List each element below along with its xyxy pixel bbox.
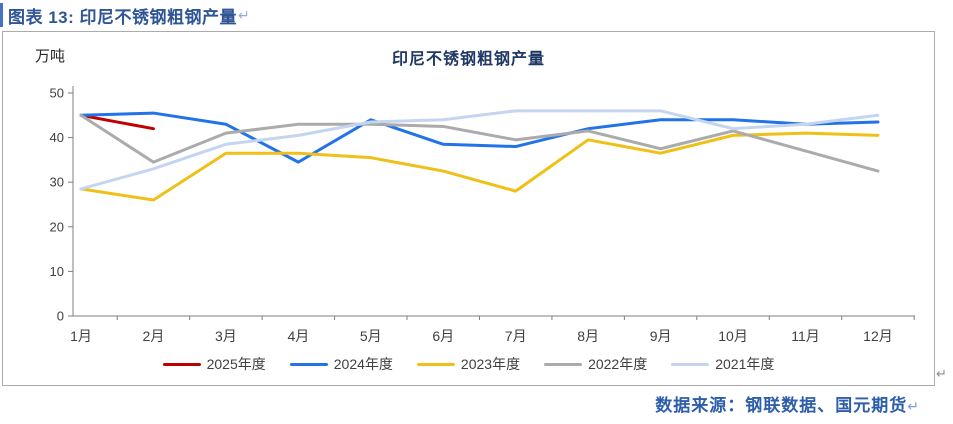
legend-swatch-icon xyxy=(289,362,328,366)
x-tick-label: 12月 xyxy=(863,328,893,344)
legend-label: 2023年度 xyxy=(460,356,521,372)
legend-item-0: 2025年度 xyxy=(162,354,266,374)
paragraph-return-icon: ↵ xyxy=(238,6,250,23)
series-line-3 xyxy=(79,113,880,173)
legend-item-4: 2021年度 xyxy=(671,354,774,374)
y-tick-label: 0 xyxy=(57,309,64,324)
chart-object-frame[interactable]: 万吨 印尼不锈钢粗钢产量 0 10 20 30 40 50 1月 2月 3月 4月 5月 6月 7月 8月… xyxy=(2,31,935,386)
y-tick-label: 50 xyxy=(50,86,64,101)
y-axis-unit-label: 万吨 xyxy=(35,48,66,65)
y-tick-label: 20 xyxy=(50,219,64,234)
x-tick-label: 10月 xyxy=(718,328,748,344)
chart-legend: 2025年度 2024年度 2023年度 2022年度 2021年度 xyxy=(3,354,934,374)
data-source-label: 数据来源：钢联数据、国元期货 xyxy=(655,396,908,415)
chart-canvas: 0 10 20 30 40 50 1月 2月 3月 4月 5月 6月 7月 8月 9月 10月 11月 12月 xyxy=(50,86,915,344)
series-line-1 xyxy=(79,111,880,164)
legend-swatch-icon xyxy=(671,362,710,366)
legend-swatch-icon xyxy=(544,362,583,366)
x-tick-label: 6月 xyxy=(432,328,454,344)
legend-swatch-icon xyxy=(162,362,201,366)
paragraph-return-icon: ↵ xyxy=(936,366,947,381)
x-tick-label: 8月 xyxy=(577,328,599,344)
legend-label: 2024年度 xyxy=(333,356,393,372)
legend-item-3: 2022年度 xyxy=(544,354,647,374)
legend-swatch-icon xyxy=(416,362,455,366)
y-tick-label: 30 xyxy=(50,175,64,190)
y-tick-label: 10 xyxy=(50,264,64,279)
series-line-0 xyxy=(79,113,155,131)
y-tick-label: 40 xyxy=(50,130,64,145)
legend-item-1: 2024年度 xyxy=(289,354,393,374)
series-line-4 xyxy=(79,109,880,191)
chart-title: 印尼不锈钢粗钢产量 xyxy=(391,51,545,68)
figure-caption: 图表 13: 印尼不锈钢粗钢产量 ↵ xyxy=(0,2,953,28)
x-tick-label: 1月 xyxy=(70,328,92,344)
figure-caption-text: 图表 13: 印尼不锈钢粗钢产量 xyxy=(8,7,238,27)
x-tick-label: 2月 xyxy=(143,328,165,344)
x-tick-label: 5月 xyxy=(360,328,382,344)
legend-label: 2025年度 xyxy=(206,356,266,372)
x-tick-label: 11月 xyxy=(791,328,820,344)
paragraph-return-icon: ↵ xyxy=(907,398,920,414)
legend-label: 2022年度 xyxy=(588,356,648,372)
x-tick-label: 4月 xyxy=(287,328,309,344)
data-source-text: 数据来源：钢联数据、国元期货↵ xyxy=(655,391,920,416)
legend-label: 2021年度 xyxy=(715,356,775,372)
x-tick-label: 3月 xyxy=(215,328,237,344)
legend-item-2: 2023年度 xyxy=(416,354,521,374)
caption-accent-bar xyxy=(0,3,3,27)
x-tick-label: 7月 xyxy=(505,328,527,344)
x-tick-label: 9月 xyxy=(650,328,672,344)
